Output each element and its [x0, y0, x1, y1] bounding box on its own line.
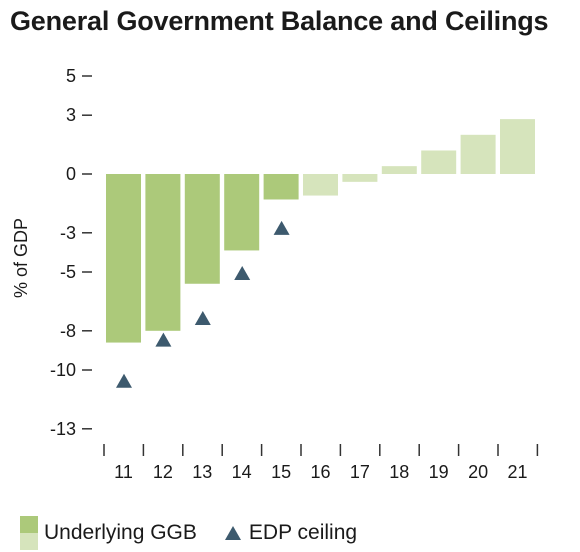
y-tick-label: -3	[60, 223, 76, 243]
y-tick-label: -10	[50, 360, 76, 380]
x-tick-label: 13	[192, 462, 212, 482]
x-tick-label: 18	[389, 462, 409, 482]
x-tick-label: 19	[429, 462, 449, 482]
edp-ceiling-marker	[116, 373, 132, 388]
legend: Underlying GGB EDP ceiling	[20, 516, 357, 550]
bar	[500, 119, 535, 174]
legend-swatch-underlying-ggb	[20, 516, 38, 550]
x-tick-label: 17	[350, 462, 370, 482]
y-tick-label: -8	[60, 321, 76, 341]
x-tick-label: 14	[232, 462, 252, 482]
y-tick-label: -13	[50, 419, 76, 439]
bar	[381, 166, 417, 174]
edp-ceiling-marker	[273, 220, 290, 235]
bar	[342, 174, 378, 182]
chart-title: General Government Balance and Ceilings	[10, 6, 549, 36]
edp-ceiling-marker	[194, 311, 211, 326]
edp-ceiling-marker	[155, 332, 172, 347]
y-axis-label: % of GDP	[11, 218, 31, 298]
bar	[421, 150, 457, 174]
bar	[145, 174, 181, 331]
y-tick-label: 5	[66, 66, 76, 86]
x-tick-label: 16	[310, 462, 330, 482]
x-tick-label: 21	[507, 462, 527, 482]
legend-marker-edp-ceiling	[224, 526, 241, 540]
x-tick-label: 11	[114, 462, 133, 482]
bar	[263, 174, 299, 200]
y-tick-label: -5	[60, 262, 76, 282]
bar	[184, 174, 220, 284]
edp-ceiling-marker	[234, 265, 251, 280]
x-tick-label: 15	[271, 462, 291, 482]
bar	[303, 174, 338, 196]
y-tick-label: 3	[66, 105, 76, 125]
legend-label-edp-ceiling: EDP ceiling	[248, 521, 358, 544]
x-tick-label: 20	[468, 462, 488, 482]
x-tick-label: 12	[153, 462, 173, 482]
bar	[460, 134, 496, 174]
bar	[106, 174, 141, 343]
legend-label-underlying-ggb: Underlying GGB	[44, 521, 197, 544]
y-tick-label: 0	[66, 164, 76, 184]
bar	[224, 174, 260, 251]
